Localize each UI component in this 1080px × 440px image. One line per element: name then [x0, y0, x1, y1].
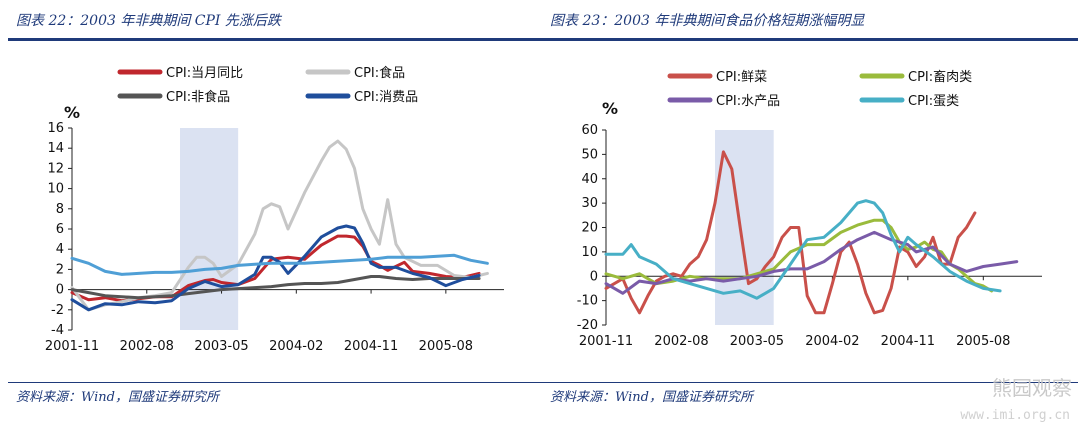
x-tick-label: 2004-02	[805, 334, 859, 349]
x-tick-label: 2001-11	[579, 334, 633, 349]
y-tick-label: 10	[47, 182, 64, 197]
y-tick-label: 4	[56, 242, 64, 257]
series-line-cpi-当月同比	[70, 234, 481, 303]
y-tick-label: 8	[56, 202, 64, 217]
x-tick-label: 2002-08	[654, 334, 708, 349]
series-line-series	[70, 253, 489, 276]
source-note: 资料来源：Wind，国盛证券研究所	[16, 390, 219, 405]
y-tick-label: 0	[590, 269, 598, 284]
legend-label: CPI:畜肉类	[908, 69, 972, 85]
source-note: 资料来源：Wind，国盛证券研究所	[550, 390, 753, 405]
source-divider	[8, 382, 544, 383]
x-tick-label: 2004-11	[344, 339, 398, 354]
x-tick-label: 2001-11	[45, 339, 99, 354]
food-price-line-chart: -20 -10 0 10 20 30 40 50 60 2001-11 2002-08 2003-05…	[577, 69, 1042, 349]
x-tick-label: 2003-05	[730, 334, 784, 349]
series-line-cpi-非食品	[70, 275, 481, 300]
y-tick-label: 2	[56, 262, 64, 277]
chart-title: 图表 22：2003 年非典期间 CPI 先涨后跌	[16, 13, 281, 29]
legend-label: CPI:消费品	[354, 90, 418, 105]
chart-panel-cpi: 图表 22：2003 年非典期间 CPI 先涨后跌 -4 -2 0 2 4 6 8 10 12 1…	[8, 0, 544, 440]
y-tick-label: -10	[577, 294, 598, 309]
title-divider	[8, 38, 544, 41]
y-tick-label: -2	[51, 303, 64, 318]
y-tick-label: 30	[581, 196, 598, 211]
series-line-cpi-水产品	[604, 230, 1019, 295]
y-tick-label: -20	[577, 318, 598, 333]
chart-panel-food: 图表 23：2003 年非典期间食品价格短期涨幅明显 -20 -10 0 10 20 30…	[542, 0, 1078, 440]
x-tick-label: 2004-02	[269, 339, 323, 354]
legend-label: CPI:非食品	[166, 89, 230, 105]
x-tick-label: 2003-05	[194, 339, 248, 354]
legend-label: CPI:水产品	[716, 94, 780, 109]
shaded-period	[180, 128, 239, 330]
source-divider	[542, 382, 1078, 383]
series-line-cpi-消费品	[70, 224, 481, 312]
y-tick-label: 0	[56, 283, 64, 298]
cpi-line-chart: -4 -2 0 2 4 6 8 10 12 14 16 2001-11 2002-08 2003-05 20…	[45, 65, 504, 354]
legend-label: CPI:鲜菜	[716, 70, 767, 85]
x-tick-label: 2002-08	[120, 339, 174, 354]
y-tick-label: 10	[581, 245, 598, 260]
series-line-cpi-蛋类	[604, 199, 1002, 300]
y-tick-label: 20	[581, 221, 598, 236]
legend-label: CPI:当月同比	[166, 66, 243, 81]
y-tick-label: 6	[56, 222, 64, 237]
y-tick-label: 50	[581, 147, 598, 162]
series-line-cpi-食品	[70, 139, 489, 312]
chart-title: 图表 23：2003 年非典期间食品价格短期涨幅明显	[550, 13, 865, 29]
watermark-brand: 熊园观察	[992, 376, 1072, 400]
y-tick-label: 40	[581, 172, 598, 187]
y-tick-label: -4	[51, 323, 64, 338]
y-tick-label: 16	[47, 121, 64, 136]
y-axis-unit: %	[602, 99, 618, 118]
series-line-cpi-鲜菜	[604, 150, 977, 315]
y-tick-label: 12	[47, 161, 64, 176]
y-axis-unit: %	[64, 103, 80, 122]
x-tick-label: 2004-11	[881, 334, 935, 349]
watermark-url: www.imi.org.cn	[960, 408, 1070, 423]
x-tick-label: 2005-08	[419, 339, 473, 354]
shaded-period	[715, 130, 774, 325]
y-tick-label: 14	[47, 141, 64, 156]
y-tick-label: 60	[581, 123, 598, 138]
title-divider	[542, 38, 1078, 41]
x-tick-label: 2005-08	[956, 334, 1010, 349]
legend-label: CPI:食品	[354, 65, 405, 81]
legend-label: CPI:蛋类	[908, 94, 959, 109]
